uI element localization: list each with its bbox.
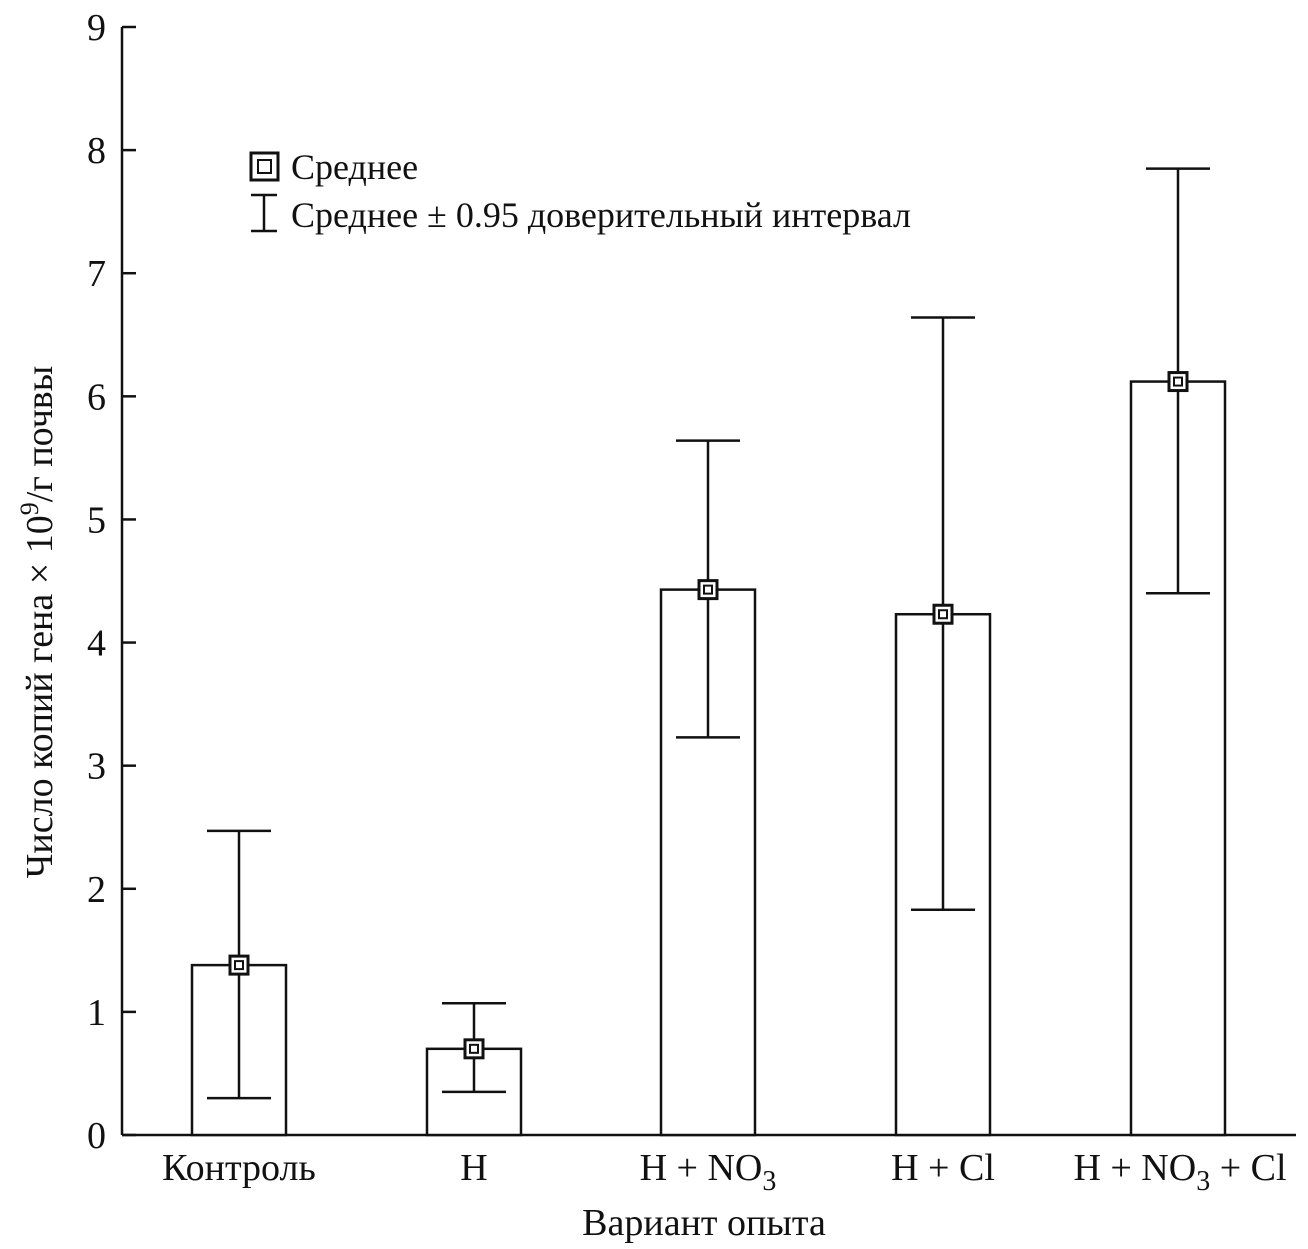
mean-marker bbox=[697, 579, 719, 601]
y-tick-label: 9 bbox=[87, 7, 106, 49]
mean-markers bbox=[228, 371, 1189, 1060]
mean-marker-inner bbox=[469, 1043, 479, 1054]
x-axis-title: Вариант опыта bbox=[582, 1202, 826, 1244]
y-tick-label: 7 bbox=[87, 253, 106, 295]
y-axis-title: Число копий гена × 109/г почвы bbox=[15, 366, 61, 879]
x-category-label: H + NO3 + Cl bbox=[1073, 1147, 1286, 1197]
y-tick-label: 0 bbox=[87, 1115, 106, 1157]
legend-ci-label: Среднее ± 0.95 доверительный интервал bbox=[291, 195, 911, 235]
y-tick-label: 6 bbox=[87, 376, 106, 418]
mean-marker bbox=[228, 954, 250, 976]
legend: Среднее Среднее ± 0.95 доверительный инт… bbox=[249, 147, 911, 235]
x-category-label: H + NO3 bbox=[640, 1147, 777, 1197]
mean-marker bbox=[1167, 371, 1189, 393]
legend-mean-marker-icon bbox=[249, 151, 280, 182]
y-tick-label: 1 bbox=[87, 992, 106, 1034]
x-category-label: H bbox=[460, 1147, 487, 1189]
mean-marker-inner bbox=[234, 960, 244, 971]
y-tick-label: 4 bbox=[87, 623, 106, 665]
y-tick-label: 3 bbox=[87, 746, 106, 788]
legend-mean-label: Среднее bbox=[291, 147, 418, 187]
y-tick-label: 2 bbox=[87, 869, 106, 911]
axes: 0 1 2 3 4 5 6 7 8 9 bbox=[87, 7, 1296, 1157]
y-tick-label: 8 bbox=[87, 130, 106, 172]
labels: Контроль H H + NO3 H + Cl H + NO3 + Cl Вариан… bbox=[15, 366, 1287, 1244]
x-category-label: H + Cl bbox=[891, 1147, 995, 1189]
mean-marker-inner bbox=[938, 609, 948, 620]
legend-mean-marker-inner-icon bbox=[257, 159, 272, 174]
mean-marker-inner bbox=[1173, 376, 1183, 387]
mean-marker-inner bbox=[703, 584, 713, 595]
y-tick-label: 5 bbox=[87, 499, 106, 541]
mean-marker bbox=[463, 1038, 485, 1060]
mean-marker bbox=[932, 603, 954, 625]
x-category-label: Контроль bbox=[162, 1147, 316, 1189]
